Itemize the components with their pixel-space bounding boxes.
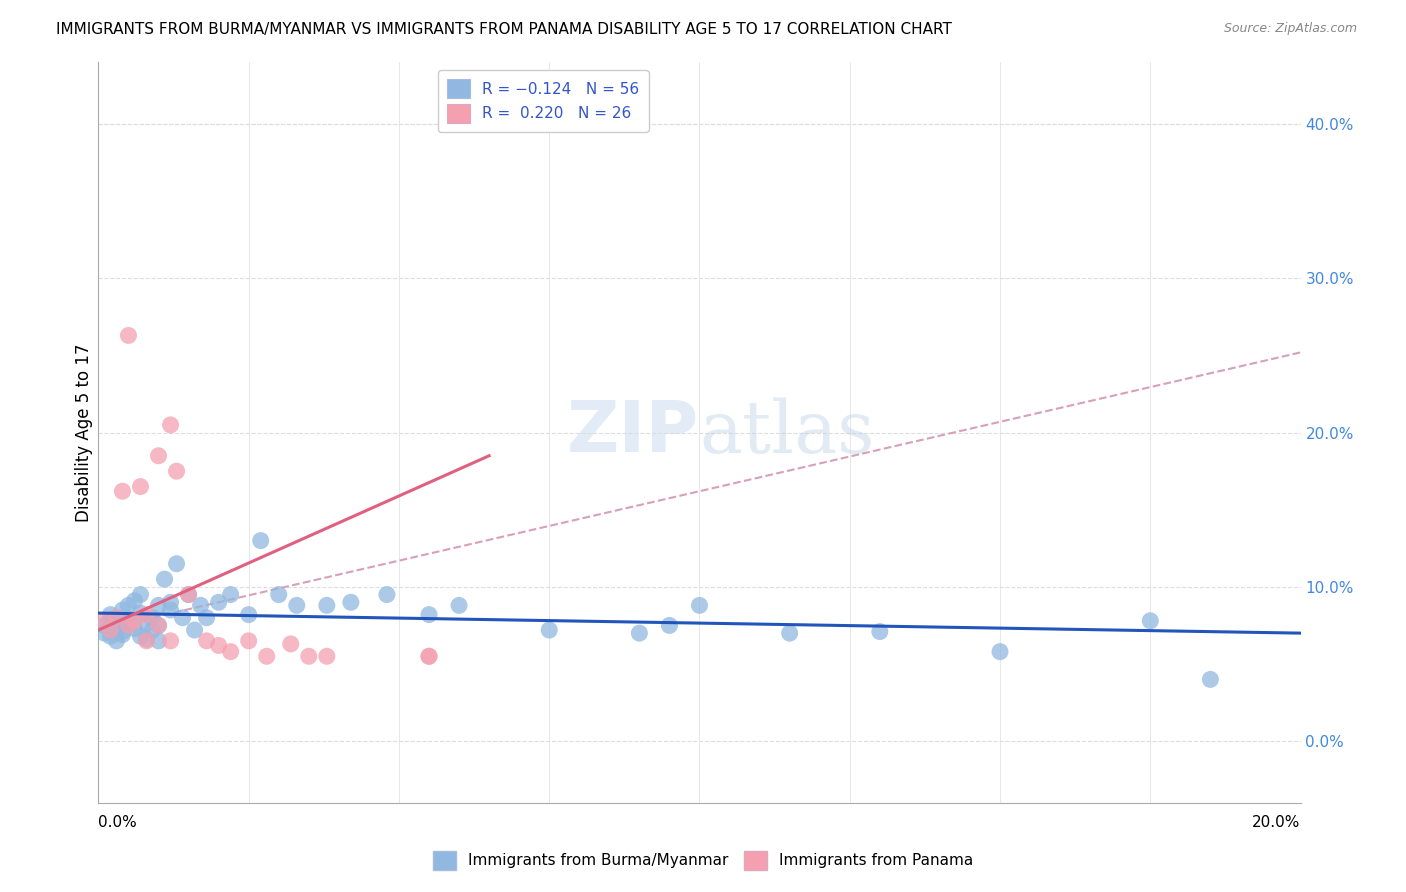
Point	[117, 618, 139, 632]
Y-axis label: Disability Age 5 to 17: Disability Age 5 to 17	[75, 343, 93, 522]
Point	[177, 588, 200, 602]
Point	[159, 595, 181, 609]
Text: 20.0%: 20.0%	[1253, 815, 1301, 830]
Point	[135, 607, 157, 622]
Point	[117, 612, 139, 626]
Point	[418, 649, 440, 664]
Point	[298, 649, 321, 664]
Point	[141, 611, 163, 625]
Point	[447, 599, 470, 613]
Text: atlas: atlas	[700, 397, 875, 468]
Point	[628, 626, 651, 640]
Point	[105, 611, 128, 625]
Point	[124, 614, 146, 628]
Point	[111, 624, 134, 639]
Point	[159, 633, 181, 648]
Point	[177, 588, 200, 602]
Point	[779, 626, 801, 640]
Point	[93, 614, 115, 628]
Point	[219, 588, 242, 602]
Point	[100, 629, 122, 643]
Point	[418, 607, 440, 622]
Point	[219, 645, 242, 659]
Point	[111, 628, 134, 642]
Point	[135, 616, 157, 631]
Point	[117, 599, 139, 613]
Point	[153, 572, 176, 586]
Point	[159, 417, 181, 432]
Point	[315, 599, 337, 613]
Point	[190, 599, 212, 613]
Point	[1199, 673, 1222, 687]
Text: IMMIGRANTS FROM BURMA/MYANMAR VS IMMIGRANTS FROM PANAMA DISABILITY AGE 5 TO 17 C: IMMIGRANTS FROM BURMA/MYANMAR VS IMMIGRA…	[56, 22, 952, 37]
Point	[148, 449, 170, 463]
Point	[249, 533, 271, 548]
Point	[129, 629, 152, 643]
Point	[375, 588, 398, 602]
Point	[869, 624, 891, 639]
Point	[117, 328, 139, 343]
Point	[238, 607, 260, 622]
Point	[93, 618, 115, 632]
Point	[1139, 614, 1161, 628]
Text: Source: ZipAtlas.com: Source: ZipAtlas.com	[1223, 22, 1357, 36]
Point	[280, 637, 302, 651]
Point	[105, 633, 128, 648]
Point	[148, 618, 170, 632]
Point	[124, 622, 146, 636]
Point	[285, 599, 308, 613]
Point	[105, 611, 128, 625]
Point	[195, 611, 218, 625]
Point	[267, 588, 290, 602]
Point	[129, 606, 152, 620]
Point	[100, 607, 122, 622]
Point	[658, 618, 681, 632]
Point	[111, 484, 134, 499]
Point	[135, 632, 157, 647]
Point	[141, 623, 163, 637]
Point	[172, 611, 194, 625]
Point	[148, 618, 170, 632]
Point	[988, 645, 1011, 659]
Point	[135, 633, 157, 648]
Point	[315, 649, 337, 664]
Point	[117, 618, 139, 632]
Point	[538, 623, 561, 637]
Point	[166, 464, 188, 478]
Point	[148, 633, 170, 648]
Text: ZIP: ZIP	[567, 398, 700, 467]
Point	[105, 616, 128, 631]
Point	[100, 614, 122, 628]
Point	[418, 649, 440, 664]
Point	[129, 480, 152, 494]
Point	[105, 623, 128, 637]
Point	[208, 639, 231, 653]
Point	[166, 557, 188, 571]
Point	[256, 649, 278, 664]
Point	[111, 603, 134, 617]
Point	[183, 623, 205, 637]
Point	[238, 633, 260, 648]
Point	[689, 599, 711, 613]
Point	[129, 588, 152, 602]
Legend: Immigrants from Burma/Myanmar, Immigrants from Panama: Immigrants from Burma/Myanmar, Immigrant…	[425, 843, 981, 877]
Point	[195, 633, 218, 648]
Text: 0.0%: 0.0%	[98, 815, 138, 830]
Point	[159, 603, 181, 617]
Point	[93, 626, 115, 640]
Point	[124, 593, 146, 607]
Point	[340, 595, 363, 609]
Point	[148, 599, 170, 613]
Point	[100, 623, 122, 637]
Legend: R = −0.124   N = 56, R =  0.220   N = 26: R = −0.124 N = 56, R = 0.220 N = 26	[437, 70, 648, 132]
Point	[208, 595, 231, 609]
